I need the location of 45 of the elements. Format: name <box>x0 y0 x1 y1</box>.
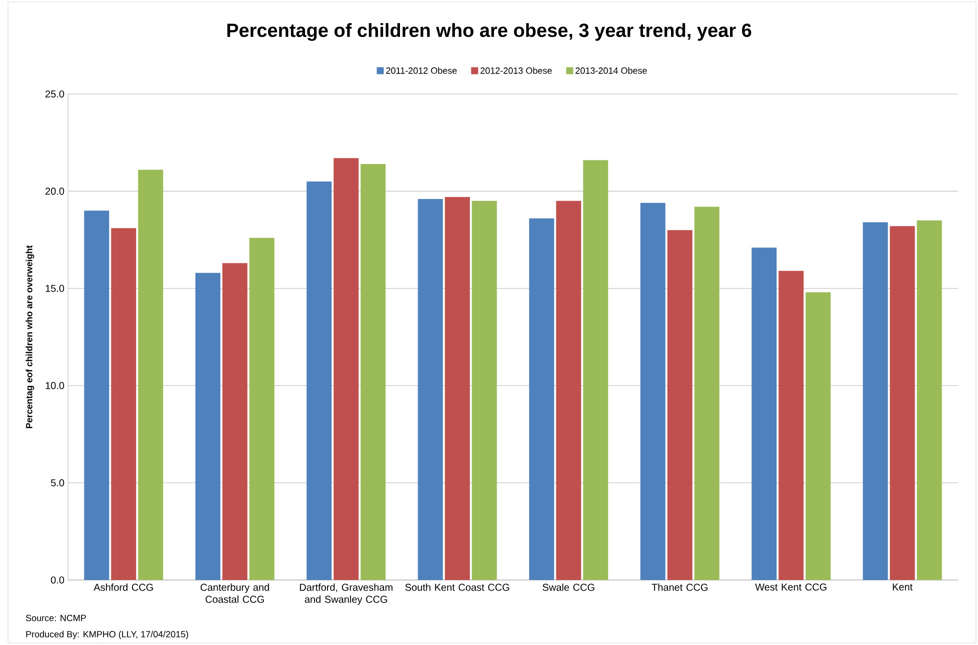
bar <box>444 197 470 580</box>
y-axis-title: Percentag eof children who are overweight <box>26 245 34 428</box>
bar <box>360 164 386 580</box>
bar <box>222 263 248 580</box>
chart-title: Percentage of children who are obese, 3 year trend, year 6 <box>227 23 752 41</box>
x-tick-label: Kent <box>892 584 913 590</box>
bar <box>84 210 110 580</box>
bar <box>890 226 915 580</box>
bar <box>195 272 220 580</box>
y-tick-label: 25.0 <box>46 90 64 98</box>
y-tick-label: 10.0 <box>46 382 64 390</box>
bar <box>667 230 692 580</box>
x-tick-label: Dartford, Gravesham and Swanley CCG <box>300 584 392 605</box>
y-tick-label: 0.0 <box>50 576 64 584</box>
bar <box>306 181 332 580</box>
y-tick-label: 5.0 <box>50 479 64 486</box>
bar <box>556 200 582 580</box>
bar <box>752 248 777 580</box>
bar <box>111 228 136 580</box>
bar <box>138 170 164 580</box>
bar <box>778 270 804 580</box>
source-note: Source: NCMP <box>26 614 86 622</box>
legend-label: 2011-2012 Obese <box>386 67 457 74</box>
bar <box>249 238 274 580</box>
x-tick-label: West Kent CCG <box>755 584 826 591</box>
bar <box>916 220 942 580</box>
bar <box>862 222 888 580</box>
bar <box>640 202 666 580</box>
bar <box>418 198 443 580</box>
x-tick-label: Ashford CCG <box>94 584 153 591</box>
x-tick-label: Thanet CCG <box>652 584 708 591</box>
bar <box>334 158 359 580</box>
bar <box>694 206 720 580</box>
legend-label: 2012-2013 Obese <box>480 67 552 74</box>
bar <box>583 160 608 580</box>
y-tick-label: 20.0 <box>46 188 64 195</box>
bar <box>529 218 554 580</box>
y-tick-label: 15.0 <box>46 284 64 292</box>
text: Produced By: KMPHO (LLY, 17/04/2015) <box>26 630 188 640</box>
x-tick-label: Canterbury and Coastal CCG <box>200 584 269 603</box>
x-tick-label: South Kent Coast CCG <box>405 584 510 591</box>
bar <box>472 200 497 580</box>
bar <box>806 292 831 580</box>
x-tick-label: Swale CCG <box>542 584 594 591</box>
legend-label: 2013-2014 Obese <box>576 67 647 74</box>
